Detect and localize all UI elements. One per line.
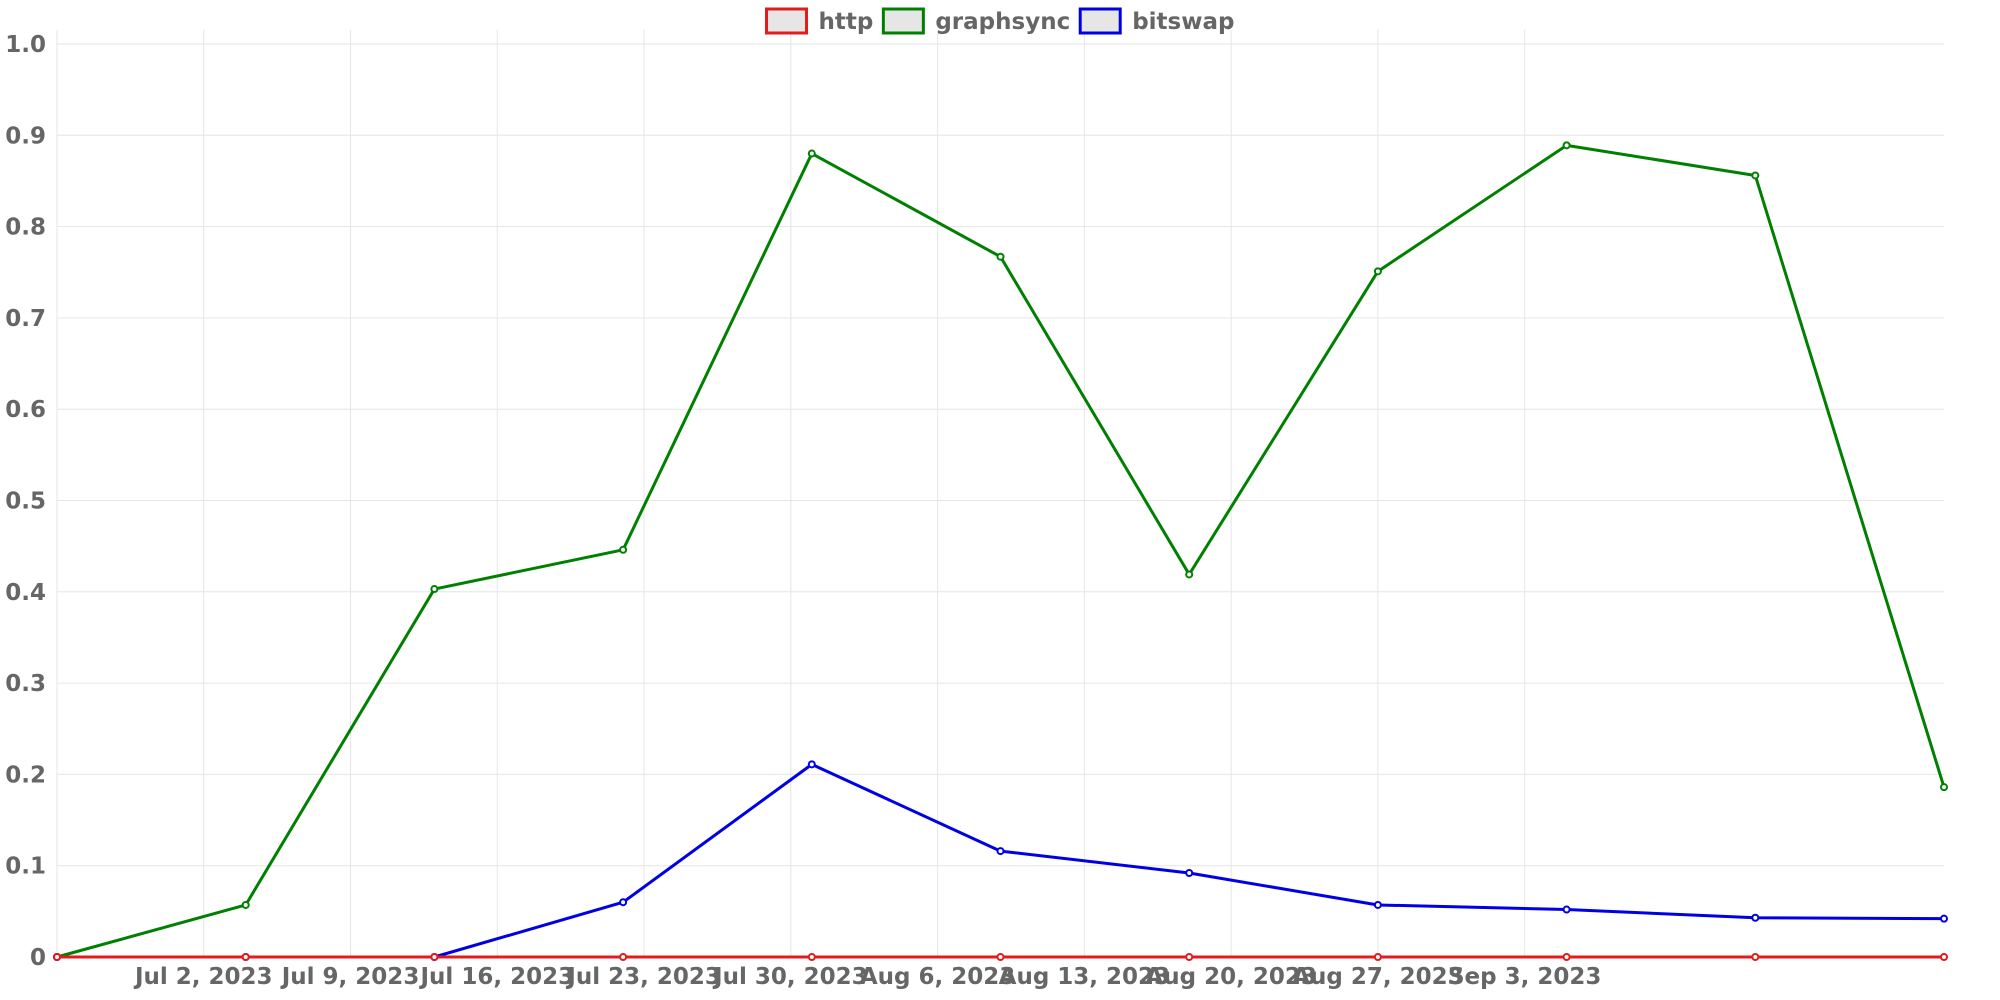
x-tick-label: Jul 30, 2023 (712, 964, 868, 990)
x-tick-label: Jul 23, 2023 (565, 964, 721, 990)
data-point-http (619, 953, 628, 961)
data-point-graphsync (1751, 171, 1760, 180)
x-tick-label: Aug 6, 2023 (860, 964, 1015, 990)
y-tick-label: 0.1 (5, 854, 46, 880)
data-point-graphsync (807, 149, 816, 158)
x-tick-label: Aug 13, 2023 (999, 964, 1170, 990)
y-tick-label: 0 (30, 945, 46, 971)
x-tick-label: Sep 3, 2023 (1448, 964, 1601, 990)
data-point-graphsync (1940, 783, 1948, 792)
legend[interactable]: http graphsync bitswap (765, 7, 1235, 35)
data-point-bitswap (1751, 913, 1760, 922)
data-point-graphsync (1185, 570, 1194, 579)
data-point-http (430, 953, 439, 961)
data-point-bitswap (1185, 869, 1194, 878)
data-point-http (53, 953, 61, 961)
data-point-bitswap (996, 847, 1005, 856)
data-point-http (1185, 953, 1194, 961)
axis-layer: 0 0.1 0.2 0.3 0.4 0.5 0.6 0.7 0.8 0.9 1.0 Jul 2, 20… (5, 32, 1601, 990)
legend-item-http[interactable]: http (765, 7, 874, 35)
y-tick-label: 0.6 (5, 397, 46, 423)
data-point-graphsync (1373, 267, 1382, 276)
y-tick-label: 0.4 (5, 580, 46, 606)
legend-label: http (819, 9, 874, 35)
x-tick-label: Aug 20, 2023 (1145, 964, 1316, 990)
legend-swatch (881, 7, 925, 35)
data-point-graphsync (996, 252, 1005, 261)
series-line-bitswap (57, 762, 1945, 959)
legend-swatch (1078, 7, 1122, 35)
data-point-http (1562, 953, 1571, 961)
data-point-http (996, 953, 1005, 961)
x-tick-label: Jul 9, 2023 (280, 964, 420, 990)
legend-swatch (765, 7, 809, 35)
data-point-http (1373, 953, 1382, 961)
legend-label: graphsync (935, 9, 1070, 35)
series-line-graphsync (56, 143, 1946, 959)
data-point-http (1751, 953, 1760, 961)
data-point-graphsync (619, 545, 628, 554)
x-tick-label: Jul 2, 2023 (133, 964, 273, 990)
y-tick-label: 1.0 (5, 32, 46, 58)
x-tick-label: Jul 16, 2023 (419, 964, 575, 990)
data-point-http (241, 953, 250, 961)
data-point-graphsync (1562, 141, 1571, 150)
legend-label: bitswap (1132, 9, 1234, 35)
y-tick-label: 0.3 (5, 671, 46, 697)
y-tick-label: 0.8 (5, 215, 46, 241)
y-tick-label: 0.2 (5, 762, 46, 788)
data-point-graphsync (241, 900, 250, 909)
data-point-http (807, 953, 816, 961)
grid-layer (56, 30, 1944, 958)
series-layer (53, 141, 1948, 961)
data-point-graphsync (430, 585, 439, 594)
data-point-bitswap (1940, 914, 1948, 923)
data-point-bitswap (1373, 900, 1382, 909)
data-point-bitswap (1562, 905, 1571, 914)
legend-item-bitswap[interactable]: bitswap (1078, 7, 1234, 35)
legend-item-graphsync[interactable]: graphsync (881, 7, 1070, 35)
y-tick-label: 0.5 (5, 489, 46, 515)
data-point-bitswap (619, 898, 628, 907)
y-tick-label: 0.9 (5, 123, 46, 149)
data-point-bitswap (807, 760, 816, 769)
y-tick-label: 0.7 (5, 306, 46, 332)
x-tick-label: Aug 27, 2023 (1292, 964, 1463, 990)
data-point-http (1940, 953, 1948, 961)
